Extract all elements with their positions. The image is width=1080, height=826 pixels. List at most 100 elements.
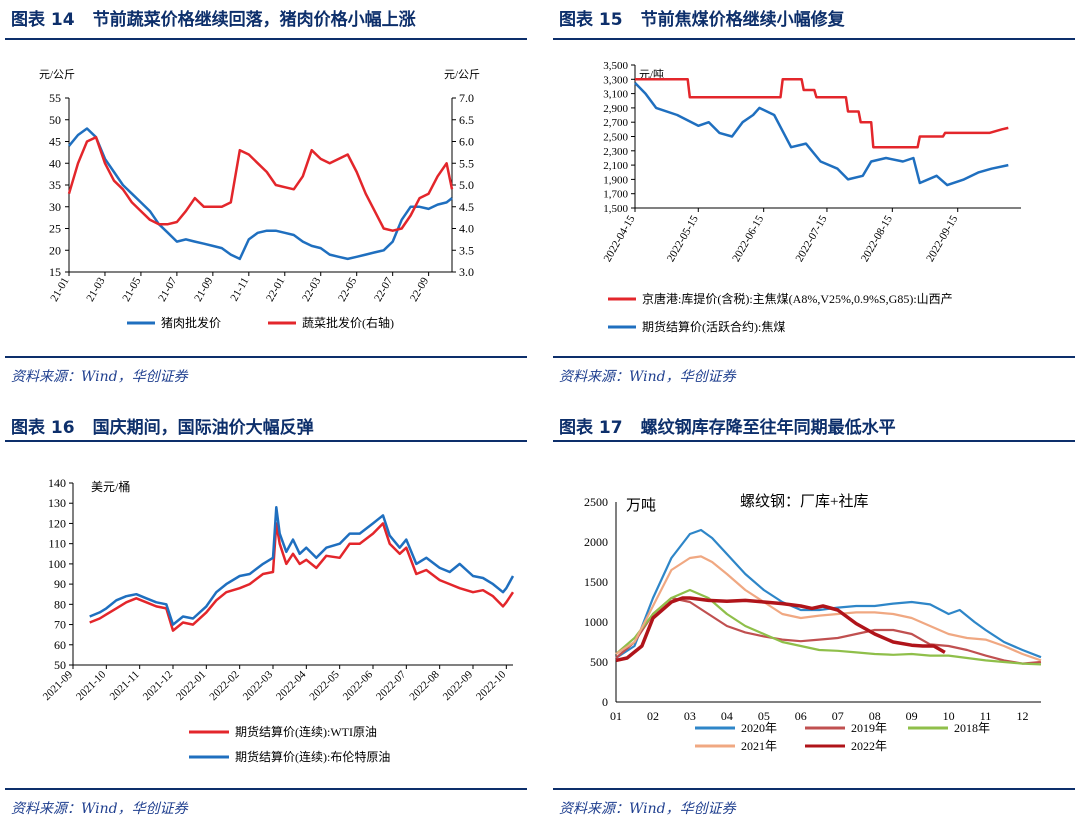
x-tick-label: 22-05 bbox=[336, 275, 359, 304]
panel-title: 图表 15 节前焦煤价格继续小幅修复 bbox=[559, 5, 845, 30]
y-tick-label-left: 25 bbox=[49, 222, 61, 236]
x-tick-label: 21-05 bbox=[120, 275, 143, 304]
title-rule bbox=[553, 440, 1075, 442]
panel-title: 图表 17 螺纹钢库存降至往年同期最低水平 bbox=[559, 413, 896, 438]
legend-pork: 猪肉批发价 bbox=[161, 315, 221, 330]
x-tick-label: 21-09 bbox=[192, 275, 215, 304]
panel-title: 图表 14 节前蔬菜价格继续回落，猪肉价格小幅上涨 bbox=[11, 5, 416, 30]
figure-title: 螺纹钢库存降至往年同期最低水平 bbox=[640, 418, 896, 438]
x-tick-label: 04 bbox=[721, 709, 733, 723]
x-tick-label: 12 bbox=[1017, 709, 1029, 723]
panel-title: 图表 16 国庆期间，国际油价大幅反弹 bbox=[11, 413, 314, 438]
figure-title: 国庆期间，国际油价大幅反弹 bbox=[92, 418, 314, 438]
y-tick-label-left: 40 bbox=[49, 156, 61, 170]
series-line-1 bbox=[634, 82, 1009, 187]
y-tick-label-right: 7.0 bbox=[459, 91, 474, 105]
y-tick-label: 2000 bbox=[584, 535, 608, 549]
y-tick-label: 120 bbox=[48, 516, 66, 530]
x-tick-label: 2022-09 bbox=[441, 668, 476, 703]
chart-title: 螺纹钢：厂库+社库 bbox=[740, 493, 868, 510]
y-tick-label: 2,900 bbox=[603, 103, 628, 115]
x-tick-label: 22-03 bbox=[300, 275, 323, 304]
x-tick-label: 2022-05-15 bbox=[665, 213, 701, 264]
y-tick-label: 130 bbox=[48, 496, 66, 510]
x-tick-label: 22-09 bbox=[408, 275, 431, 304]
x-tick-label: 05 bbox=[758, 709, 770, 723]
source-rule bbox=[553, 788, 1075, 790]
title-rule bbox=[5, 38, 527, 40]
x-tick-label: 22-07 bbox=[372, 275, 395, 304]
y-tick-label-right: 4.0 bbox=[459, 222, 474, 236]
legend-brent: 期货结算价(连续):布伦特原油 bbox=[235, 749, 390, 764]
x-tick-label: 11 bbox=[980, 709, 992, 723]
y-axis-label: 元/吨 bbox=[639, 68, 664, 81]
y-tick-label: 2500 bbox=[584, 495, 608, 509]
series-line-3 bbox=[615, 555, 1042, 662]
y-tick-label: 0 bbox=[602, 695, 608, 709]
y-axis-label: 美元/桶 bbox=[91, 479, 130, 494]
y-tick-label: 1,700 bbox=[603, 189, 628, 201]
x-tick-label: 2022-07 bbox=[374, 668, 409, 703]
y-tick-label: 1500 bbox=[584, 575, 608, 589]
source-note: 资料来源：Wind，华创证券 bbox=[11, 369, 188, 385]
panel-chart-15: 图表 15 节前焦煤价格继续小幅修复 1,500 1,700 1,900 2,100 2,… bbox=[553, 0, 1075, 413]
legend-jingtang: 京唐港:库提价(含税):主焦煤(A8%,V25%,0.9%S,G85):山西产 bbox=[642, 291, 953, 306]
x-tick-label: 21-01 bbox=[48, 276, 71, 304]
x-tick-label: 2022-05 bbox=[307, 668, 342, 703]
x-tick-label: 06 bbox=[795, 709, 807, 723]
y-tick-label-right: 6.5 bbox=[459, 113, 474, 127]
x-tick-label: 01 bbox=[610, 709, 622, 723]
figure-number: 图表 14 bbox=[11, 10, 75, 30]
series-line-1 bbox=[615, 596, 1042, 665]
y-tick-label-right: 4.5 bbox=[459, 200, 474, 214]
x-tick-label: 2022-04-15 bbox=[602, 213, 638, 264]
y-tick-label-left: 45 bbox=[49, 135, 61, 149]
chart-pork-vegetable: 15 20 25 30 35 40 45 50 55 3.0 3.5 4.0 4.5 5.0 5.5 6.0 6… bbox=[39, 68, 480, 330]
x-tick-label: 22-01 bbox=[264, 276, 287, 304]
y-tick-label: 1000 bbox=[584, 615, 608, 629]
x-tick-label: 2021-12 bbox=[141, 669, 175, 703]
x-tick-label: 2022-02 bbox=[207, 669, 241, 703]
x-tick-label: 2022-06 bbox=[341, 668, 376, 703]
y-tick-label-right: 5.0 bbox=[459, 178, 474, 192]
figure-number: 图表 17 bbox=[559, 418, 623, 438]
y-tick-label: 110 bbox=[48, 537, 66, 551]
figure-title: 节前蔬菜价格继续回落，猪肉价格小幅上涨 bbox=[92, 10, 416, 30]
x-tick-label: 21-07 bbox=[156, 275, 179, 304]
title-rule bbox=[553, 38, 1075, 40]
x-tick-label: 2022-08-15 bbox=[859, 213, 895, 264]
y-tick-label-left: 55 bbox=[49, 91, 61, 105]
y-tick-label: 3,500 bbox=[603, 60, 628, 72]
y-tick-label: 500 bbox=[590, 655, 608, 669]
panel-chart-17: 图表 17 螺纹钢库存降至往年同期最低水平 0 500 1000 1500 2000 250… bbox=[553, 408, 1075, 821]
source-rule bbox=[5, 788, 527, 790]
y-tick-label: 3,300 bbox=[603, 74, 628, 86]
source-rule bbox=[5, 356, 527, 358]
series-line-2 bbox=[615, 588, 1042, 666]
y-tick-label-right: 3.5 bbox=[459, 243, 474, 257]
y-tick-label-right: 3.0 bbox=[459, 265, 474, 279]
series-line-0 bbox=[89, 522, 515, 632]
y-tick-label: 100 bbox=[48, 557, 66, 571]
x-tick-label: 2022-03 bbox=[241, 668, 276, 703]
legend-2019: 2019年 bbox=[851, 721, 887, 735]
x-tick-label: 2021-11 bbox=[108, 669, 142, 703]
x-tick-label: 21-03 bbox=[84, 275, 107, 304]
legend-2018: 2018年 bbox=[954, 721, 990, 735]
y-axis-label: 万吨 bbox=[626, 497, 656, 514]
series-line-1 bbox=[67, 135, 454, 232]
series-line-0 bbox=[68, 127, 453, 261]
y-tick-label-left: 30 bbox=[49, 200, 61, 214]
legend-2022: 2022年 bbox=[851, 739, 887, 753]
y-tick-label: 60 bbox=[54, 638, 66, 652]
series-line-1 bbox=[89, 506, 515, 626]
x-tick-label: 09 bbox=[906, 709, 918, 723]
y-tick-label: 1,500 bbox=[603, 203, 628, 215]
y-tick-label: 2,300 bbox=[603, 146, 628, 158]
series-line-0 bbox=[635, 78, 1009, 149]
y-tick-label: 3,100 bbox=[603, 89, 628, 101]
source-rule bbox=[553, 356, 1075, 358]
y-tick-label: 90 bbox=[54, 577, 66, 591]
series-line-4 bbox=[615, 596, 946, 663]
